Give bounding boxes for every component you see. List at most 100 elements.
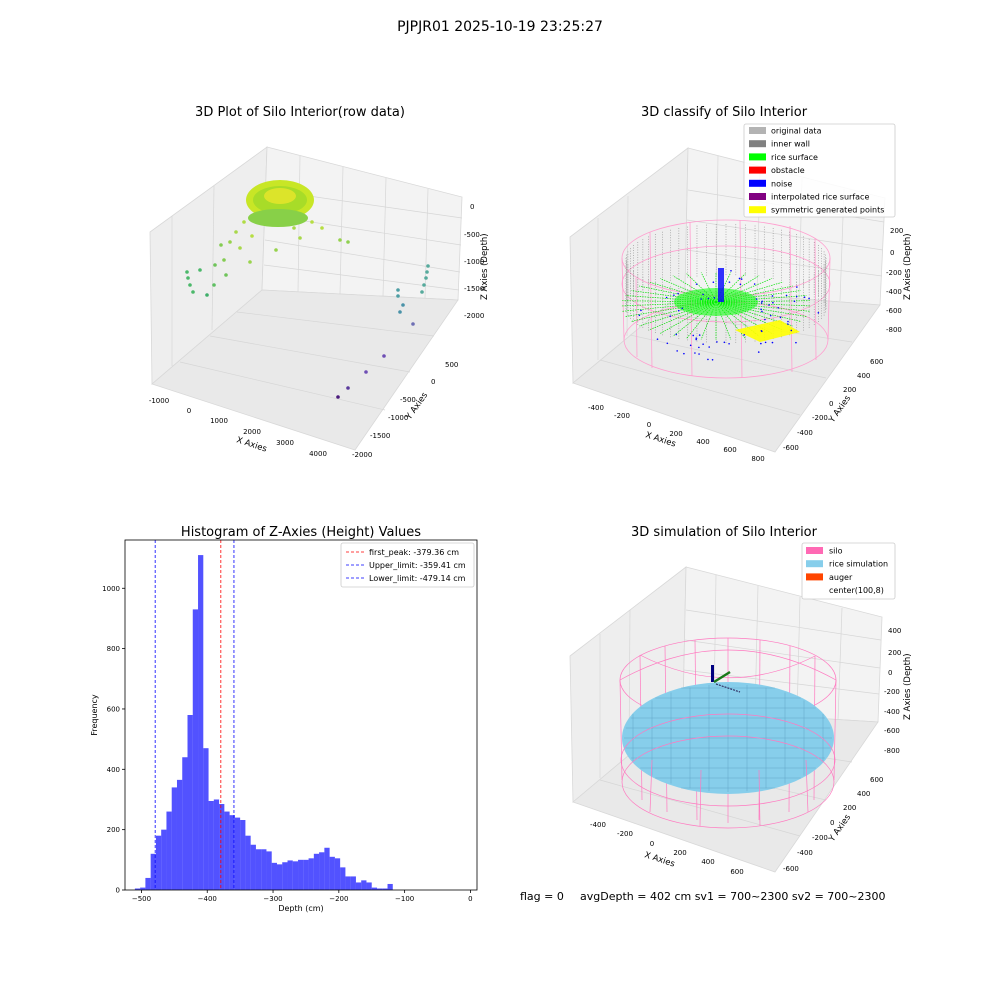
classify-noise-point [785, 294, 788, 297]
histogram-bar [155, 835, 162, 890]
histogram-bar [203, 748, 209, 890]
classify-x-tick: 400 [696, 438, 709, 446]
histogram-bar [340, 867, 346, 890]
raw-x-tick: 1000 [210, 417, 228, 425]
classify-legend-swatch [749, 166, 766, 174]
histogram-bar [382, 888, 388, 890]
histogram-bar [224, 811, 230, 890]
classify-rice-ray [715, 301, 732, 340]
histogram-bar [361, 880, 367, 890]
classify-noise-point [638, 314, 641, 317]
histogram-bar [350, 876, 356, 890]
classify-legend-label: inner wall [771, 140, 810, 149]
histogram-y-tick-label: 0 [116, 887, 120, 895]
raw-y-tick: -2000 [352, 451, 372, 459]
classify-noise-point [695, 338, 697, 341]
classify-z-tick: -200 [886, 269, 902, 277]
sim-legend-label: rice simulation [829, 560, 888, 569]
raw-data-point [401, 303, 405, 307]
histogram-y-tick-label: 800 [107, 645, 120, 653]
classify-z-tick: -400 [886, 288, 902, 296]
histogram-bar [161, 829, 167, 890]
raw-data-point [212, 283, 216, 287]
raw-data-point [310, 220, 314, 224]
histogram-bar [292, 861, 299, 890]
sim-z-ticks: 400 200 0 -200 -400 -600 -800 [884, 627, 901, 755]
raw-z-tick: -1000 [464, 258, 484, 266]
raw-data-point [219, 243, 223, 247]
sim-x-tick: 600 [730, 868, 743, 876]
histogram-bar [298, 859, 304, 890]
classify-rice-ray [648, 281, 717, 303]
histogram-bar [166, 811, 172, 890]
sim-z-tick: -600 [884, 727, 900, 735]
raw-data-point [425, 270, 429, 274]
histogram-x-tick-label: −400 [198, 895, 217, 903]
classify-z-ticks: 200 0 -200 -400 -600 -800 [886, 227, 903, 334]
histogram-y-tick-label: 400 [107, 766, 120, 774]
classify-legend-label: original data [771, 127, 822, 136]
classify-legend-label: noise [771, 179, 792, 188]
classify-x-tick: 800 [751, 455, 764, 463]
footer-info: avgDepth = 402 cm sv1 = 700~2300 sv2 = 7… [580, 890, 886, 903]
raw-data-3d-panel: 3D Plot of Silo Interior(row data) -1000… [149, 105, 490, 459]
raw-data-point [224, 273, 228, 277]
classify-noise-point [713, 296, 716, 299]
classify-3d-panel: 3D classify of Silo Interior [569, 105, 913, 463]
raw-x-ticks: -1000 0 1000 2000 3000 4000 [149, 397, 327, 458]
classify-noise-point [787, 320, 789, 323]
raw-data-points [185, 220, 430, 399]
raw-data-point [420, 290, 424, 294]
histogram-bar [303, 859, 309, 890]
histogram-bar [276, 864, 283, 890]
raw-data-point [228, 240, 232, 244]
sim-z-tick: -200 [884, 688, 900, 696]
raw-y-tick: 500 [445, 361, 458, 369]
classify-x-tick: 0 [647, 421, 651, 429]
raw-data-point [292, 226, 296, 230]
raw-y-tick: -500 [400, 396, 416, 404]
raw-data-point [396, 288, 400, 292]
classify-legend-swatch [749, 179, 766, 187]
histogram-y-tick-label: 200 [107, 826, 120, 834]
classify-x-ticks: -400 -200 0 200 400 600 800 [588, 404, 765, 463]
simulation-3d-panel: 3D simulation of Silo Interior [569, 525, 913, 876]
classify-noise-point [793, 300, 796, 303]
raw-data-point [213, 263, 217, 267]
raw-x-tick: 2000 [243, 428, 261, 436]
histogram-y-tick-label: 1000 [102, 585, 120, 593]
histogram-bar [266, 851, 272, 890]
classify-noise-point [700, 298, 703, 300]
raw-z-tick: -500 [464, 231, 480, 239]
histogram-x-tick-label: −200 [329, 895, 348, 903]
classify-noise-point [707, 358, 709, 361]
raw-x-tick: 3000 [276, 439, 294, 447]
classify-rice-ray [715, 273, 746, 303]
classify-noise-point [728, 281, 731, 283]
histogram-bar [319, 852, 325, 890]
classify-legend-label: symmetric generated points [771, 206, 884, 215]
classify-z-tick: -600 [886, 307, 902, 315]
classify-z-label: Z Axies (Depth) [903, 233, 913, 300]
classify-noise-point [768, 304, 770, 306]
sim-x-tick: -400 [590, 821, 606, 829]
sim-x-tick: 200 [673, 849, 686, 857]
classify-legend-label: rice surface [771, 153, 818, 162]
histogram-bar [387, 883, 393, 890]
classify-noise-point [677, 309, 680, 312]
raw-data-point [336, 395, 340, 399]
classify-legend-swatch [749, 140, 766, 148]
histogram-title: Histogram of Z-Axies (Height) Values [181, 525, 421, 540]
sim-x-tick: 0 [650, 840, 654, 848]
raw-data-point [185, 270, 189, 274]
raw-y-ticks: 500 0 -500 -1000 -1500 -2000 [352, 361, 458, 459]
histogram-bar [145, 877, 151, 890]
classify-noise-point [803, 296, 806, 299]
classify-noise-point [755, 298, 758, 300]
classify-noise-point [676, 350, 678, 352]
classify-rice-ray [715, 281, 784, 303]
histogram-bar [261, 849, 267, 890]
classify-y-tick: 200 [843, 386, 856, 394]
classify-legend-swatch [749, 153, 766, 161]
